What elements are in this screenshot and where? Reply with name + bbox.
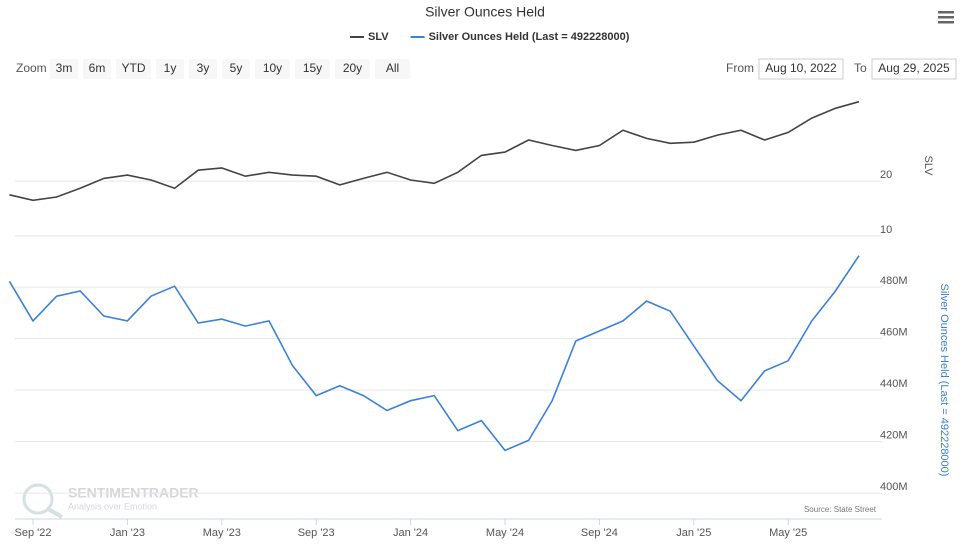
y-tick-label: 420M [880,430,908,442]
zoom-button[interactable] [255,59,290,79]
x-tick-label: May '23 [203,527,241,539]
from-label: From [726,61,754,75]
to-label: To [854,61,867,75]
zoom-button[interactable] [116,59,151,79]
zoom-button[interactable] [375,59,410,79]
series-line [9,100,860,202]
zoom-button[interactable] [156,59,184,79]
legend-label: Silver Ounces Held (Last = 492228000) [429,31,630,43]
watermark: SENTIMENTRADER Analysis over Emotion [22,483,199,519]
legend-label: SLV [368,31,389,43]
zoom-button-label[interactable]: All [386,61,399,75]
zoom-button-label[interactable]: 3y [197,61,210,75]
y-tick-label: 10 [880,224,892,236]
menu-button[interactable] [938,11,954,24]
zoom-button-label[interactable]: 5y [230,61,243,75]
x-tick-label: Jan '25 [676,527,711,539]
x-tick-label: May '25 [769,527,807,539]
zoom-button[interactable] [189,59,217,79]
x-tick-label: Jan '23 [110,527,145,539]
y-tick-label: 20 [880,169,892,181]
y-tick-label: 400M [880,481,908,493]
y-axis-title: SLV [922,156,934,177]
zoom-button[interactable] [83,59,111,79]
source: Source: State Street [804,505,877,514]
y-tick-label: 460M [880,327,908,339]
x-tick-label: Sep '24 [581,527,618,539]
zoom-button-label[interactable]: 1y [164,61,177,75]
zoom-button[interactable] [222,59,250,79]
y-axis-title: Silver Ounces Held (Last = 492228000) [938,284,950,477]
tagline: Analysis over Emotion [68,501,157,511]
y-tick-label: 440M [880,378,908,390]
zoom-button-label[interactable]: 15y [303,61,322,75]
x-tick-label: Jan '24 [393,527,428,539]
zoom-button-label[interactable]: 3m [56,61,73,75]
zoom-button-label[interactable]: YTD [122,61,146,75]
series-line [8,255,860,452]
x-tick-label: Sep '23 [298,527,335,539]
zoom-button-label[interactable]: 10y [263,61,282,75]
from-input[interactable] [758,58,844,80]
x-tick-label: Sep '22 [15,527,52,539]
y-tick-label: 480M [880,275,908,287]
to-value[interactable]: Aug 29, 2025 [878,61,950,75]
zoom-button[interactable] [295,59,330,79]
zoom-label: Zoom [16,61,47,75]
zoom-button-label[interactable]: 6m [89,61,106,75]
x-tick-label: May '24 [486,527,524,539]
zoom-button[interactable] [335,59,370,79]
zoom-button-label[interactable]: 20y [343,61,362,75]
to-input[interactable] [871,58,957,80]
zoom-button[interactable] [50,59,78,79]
from-value[interactable]: Aug 10, 2022 [765,61,837,75]
chart-title: Silver Ounces Held [425,4,545,20]
